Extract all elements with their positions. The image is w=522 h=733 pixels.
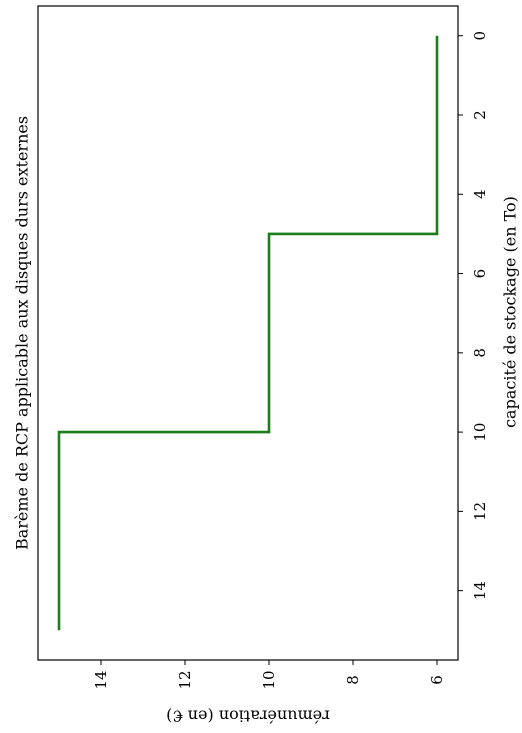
y-tick-label: 12 — [176, 670, 194, 689]
y-tick-label: 6 — [428, 675, 446, 685]
x-tick-label: 8 — [471, 348, 489, 358]
series-layer — [57, 35, 439, 631]
x-tick-label: 14 — [471, 581, 489, 600]
series-line — [57, 35, 439, 631]
x-tick-label: 10 — [471, 423, 489, 442]
x-axis-label: capacité de stockage (en To) — [501, 196, 520, 428]
x-tick-label: 2 — [471, 110, 489, 120]
y-tick-label: 14 — [92, 670, 110, 689]
y-tick-label: 8 — [344, 675, 362, 685]
plot-frame — [37, 5, 459, 661]
y-axis-label: rémunération (en €) — [166, 707, 330, 726]
y-axis-ticks: 6 8 10 12 14 — [92, 660, 446, 690]
x-tick-label: 12 — [471, 502, 489, 521]
x-tick-label: 0 — [471, 31, 489, 41]
x-axis-ticks: 0 2 4 6 8 10 12 14 — [458, 31, 489, 600]
x-tick-label: 6 — [471, 269, 489, 279]
chart-title: Barème de RCP applicable aux disques dur… — [13, 116, 32, 550]
x-tick-label: 4 — [471, 189, 489, 199]
y-tick-label: 10 — [260, 670, 278, 689]
